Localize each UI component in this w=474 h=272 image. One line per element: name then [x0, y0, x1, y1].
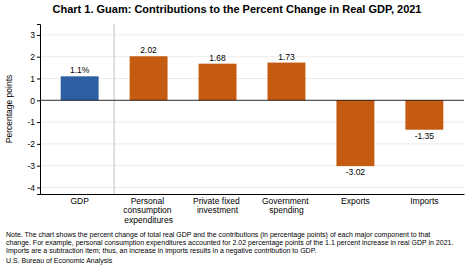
- y-tick-label: 3: [30, 30, 35, 40]
- x-tick: GDP: [70, 194, 89, 206]
- data-label: 1.1%: [70, 65, 90, 75]
- x-axis: GDP Personal consumption expenditures Priv…: [41, 194, 465, 225]
- note: change. For example, personal consumptio…: [6, 239, 453, 247]
- x-tick: Private fixed investment: [193, 194, 242, 215]
- x-tick-label: Imports: [410, 196, 438, 206]
- grid-line: [40, 100, 464, 101]
- data-label: 1.68: [209, 53, 226, 63]
- grid-line: [40, 34, 464, 35]
- bar: [199, 64, 237, 101]
- zero-line: [40, 100, 464, 101]
- y-tick: -1: [27, 117, 40, 127]
- grid-line: [40, 143, 464, 144]
- y-tick-mark: [37, 35, 40, 36]
- bars: [61, 56, 444, 166]
- y-tick-mark: [37, 166, 40, 167]
- grid-line: [40, 122, 464, 123]
- plot: 1.1% 2.02 1.68 1.73 -3.02 -1.35 -4 -3 -2 -1 0 1 2 3 GD…: [4, 24, 465, 225]
- x-tick: Government spending: [262, 194, 311, 215]
- bar: [130, 56, 168, 100]
- y-axis: -4 -3 -2 -1 0 1 2 3: [27, 25, 40, 195]
- bar: [336, 100, 374, 166]
- grid-line: [40, 56, 464, 57]
- y-tick: -2: [27, 139, 40, 149]
- y-tick-mark: [37, 122, 40, 123]
- x-tick: Personal consumption expenditures: [123, 194, 174, 225]
- bar: [61, 76, 99, 100]
- title: Chart 1. Guam: Contributions to the Perc…: [53, 3, 422, 15]
- grid-line: [40, 78, 464, 79]
- y-tick-mark: [37, 78, 40, 79]
- y-tick-label: -3: [27, 161, 35, 171]
- x-axis-line: [41, 194, 465, 195]
- data-labels: 1.1% 2.02 1.68 1.73 -3.02 -1.35: [70, 45, 434, 177]
- note: Imports are a subtraction item; thus, an…: [6, 247, 316, 255]
- data-label: -1.35: [415, 131, 435, 141]
- y-tick-mark: [37, 57, 40, 58]
- y-tick-label: -4: [27, 183, 35, 193]
- y-tick: -3: [27, 161, 40, 171]
- divider: [114, 24, 115, 194]
- y-tick: 1: [30, 74, 40, 84]
- x-tick-label: Personal consumption expenditures: [123, 196, 174, 225]
- y-tick-mark: [37, 144, 40, 145]
- note: Note. The chart shows the percent change…: [6, 231, 430, 239]
- chart: Chart 1. Guam: Contributions to the Perc…: [0, 0, 474, 272]
- y-tick-label: 2: [30, 52, 35, 62]
- x-tick: Exports: [341, 194, 370, 206]
- y-tick-mark: [37, 100, 40, 101]
- x-tick: Imports: [410, 194, 438, 206]
- y-tick: 0: [30, 96, 40, 106]
- x-tick-label: GDP: [70, 196, 89, 206]
- grid-line: [40, 187, 464, 188]
- data-label: 1.73: [278, 52, 295, 62]
- bar: [268, 63, 306, 101]
- y-tick-label: 0: [30, 96, 35, 106]
- x-tick-label: Private fixed investment: [193, 196, 242, 215]
- y-tick: -4: [27, 183, 40, 193]
- y-tick: 3: [30, 30, 40, 40]
- grid-line: [40, 165, 464, 166]
- y-tick-mark: [37, 187, 40, 188]
- x-tick-label: Exports: [341, 196, 370, 206]
- bar: [405, 100, 443, 129]
- source: U.S. Bureau of Economic Analysis: [6, 257, 113, 265]
- y-tick-label: -1: [27, 117, 35, 127]
- data-label: 2.02: [140, 45, 157, 55]
- grid: [40, 35, 464, 188]
- data-label: -3.02: [346, 167, 366, 177]
- y-tick: 2: [30, 52, 40, 62]
- y-label: Percentage points: [4, 75, 14, 144]
- y-tick-label: -2: [27, 139, 35, 149]
- x-tick-label: Government spending: [262, 196, 311, 215]
- y-tick-label: 1: [30, 74, 35, 84]
- y-axis-line: [37, 25, 41, 195]
